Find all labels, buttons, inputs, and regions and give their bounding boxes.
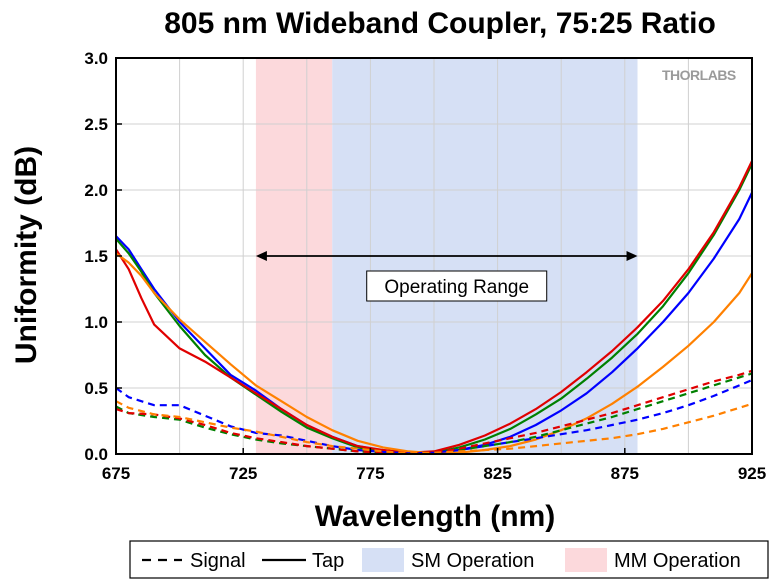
- y-tick-label: 1.0: [84, 313, 108, 332]
- series-line-dashed-8: [115, 400, 753, 455]
- legend-label-tap: Tap: [312, 550, 344, 572]
- x-tick-label: 675: [102, 464, 130, 483]
- x-tick-label: 725: [229, 464, 257, 483]
- y-tick-label: 0.0: [84, 445, 108, 464]
- series-line-dashed-7: [115, 369, 753, 455]
- arrowhead-left: [255, 251, 267, 261]
- plot-area: Operating Range 675 725 775 825 875 925 0.0 0.5 1…: [84, 49, 766, 483]
- x-tick-label: 825: [483, 464, 511, 483]
- arrowhead-right: [626, 251, 638, 261]
- legend-swatch-mm-operation: [565, 548, 607, 572]
- y-tick-label: 2.0: [84, 181, 108, 200]
- x-tick-label: 875: [611, 464, 639, 483]
- x-tick-label: 925: [738, 464, 766, 483]
- annotation-label: Operating Range: [384, 277, 529, 298]
- thorlabs-logo: THORLABS: [662, 67, 736, 83]
- legend-swatch-sm-operation: [362, 548, 404, 572]
- legend-label-mm-operation: MM Operation: [614, 550, 741, 572]
- chart-title: 805 nm Wideband Coupler, 75:25 Ratio: [164, 7, 716, 40]
- y-tick-label: 2.5: [84, 115, 108, 134]
- legend-label-signal: Signal: [190, 550, 246, 572]
- legend: Signal Tap SM Operation MM Operation: [129, 540, 769, 579]
- x-tick-label: 775: [356, 464, 384, 483]
- legend-box: [129, 540, 769, 579]
- y-axis-title: Uniformity (dB): [10, 146, 43, 364]
- series-line-dashed-6: [115, 372, 753, 455]
- y-tick-label: 3.0: [84, 49, 108, 68]
- y-tick-label: 0.5: [84, 379, 108, 398]
- x-axis-title: Wavelength (nm): [315, 500, 556, 533]
- annotation-box: [366, 270, 548, 302]
- series-line-dashed-5: [115, 379, 753, 455]
- legend-label-sm-operation: SM Operation: [411, 550, 534, 572]
- y-tick-label: 1.5: [84, 247, 108, 266]
